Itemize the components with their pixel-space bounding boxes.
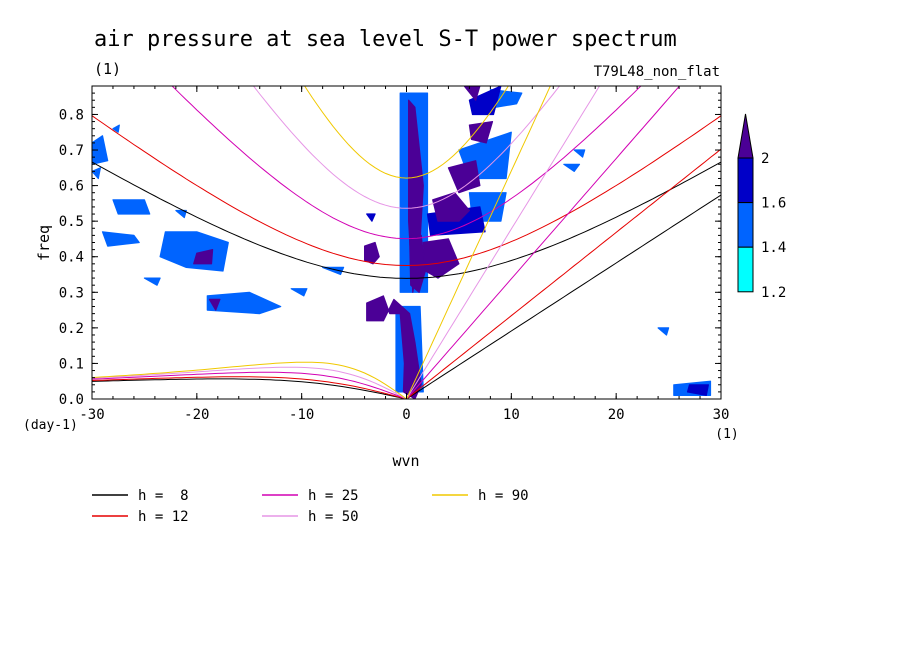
contour-layer (92, 86, 712, 399)
colorbar-label: 1.2 (761, 285, 786, 301)
dispersion-curves (92, 86, 721, 399)
kelvin-curve (406, 86, 601, 399)
plot-area (92, 86, 721, 399)
colorbar-label: 1.4 (761, 240, 786, 256)
legend-label: h = 8 (138, 488, 189, 504)
contour-region (92, 167, 102, 180)
colorbar-swatch (737, 246, 754, 293)
contour-region (463, 86, 481, 101)
colorbar-swatch (737, 157, 754, 204)
y-tick-label: 0.4 (59, 250, 84, 266)
y-tick-label: 0.1 (59, 356, 84, 372)
contour-region (112, 199, 151, 215)
colorbar-cap (737, 113, 754, 159)
chart-title: air pressure at sea level S-T power spec… (94, 27, 677, 52)
inertia-gravity-curve (92, 161, 721, 279)
y-tick-label: 0.2 (59, 321, 84, 337)
contour-region (366, 213, 376, 222)
inertia-gravity-curve (171, 86, 642, 240)
inertia-gravity-curve (252, 86, 561, 209)
y-tick-label: 0.7 (59, 143, 84, 159)
contour-region (92, 135, 109, 165)
contour-region (101, 231, 140, 247)
contour-region (447, 160, 481, 194)
y-unit-label: (day-1) (23, 418, 78, 433)
legend-label: h = 12 (138, 509, 189, 525)
contour-region (175, 209, 187, 219)
x-unit-label: (1) (715, 427, 738, 442)
rossby-curve (92, 366, 407, 399)
contour-region (657, 327, 670, 336)
contour-region (193, 249, 214, 265)
x-tick-label: -20 (184, 407, 209, 423)
legend-label: h = 90 (478, 488, 529, 504)
contour-region (143, 277, 161, 286)
contour-region (159, 231, 229, 272)
y-tick-label: 0.8 (59, 107, 84, 123)
contour-region (686, 384, 710, 396)
contour-region (290, 288, 308, 297)
x-tick-label: -30 (79, 407, 104, 423)
contour-region (573, 149, 586, 158)
chart-subtitle-right: T79L48_non_flat (594, 64, 720, 80)
y-tick-label: 0.6 (59, 179, 84, 195)
y-tick-label: 0.0 (59, 392, 84, 408)
x-tick-label: 10 (503, 407, 520, 423)
legend-label: h = 25 (308, 488, 359, 504)
kelvin-curve (406, 86, 551, 399)
rossby-curve (92, 361, 407, 399)
colorbar-label: 2 (761, 151, 769, 167)
axes: -30 -20 -10 0 10 20 30 0.0 0.1 0.2 0.3 0.4 0.5 0.6 0.7… (59, 86, 730, 423)
y-axis-label: freq (35, 225, 53, 261)
x-tick-label: -10 (289, 407, 314, 423)
x-tick-label: 20 (608, 407, 625, 423)
contour-region (468, 120, 494, 144)
kelvin-curve (406, 86, 681, 399)
contour-region (206, 291, 282, 315)
contour-region (112, 124, 120, 133)
chart-subtitle-left: (1) (94, 60, 121, 78)
legend: h = 8 h = 12 h = 25 h = 50 h = 90 (92, 488, 529, 525)
rossby-curve (92, 371, 407, 399)
rossby-curve (92, 378, 407, 399)
contour-region (208, 298, 221, 311)
x-tick-label: 0 (402, 407, 410, 423)
colorbar: 2 1.6 1.4 1.2 (737, 113, 786, 301)
inertia-gravity-curve (304, 86, 509, 179)
contour-region (422, 238, 460, 279)
colorbar-swatch (737, 202, 754, 248)
legend-label: h = 50 (308, 509, 359, 525)
y-tick-label: 0.3 (59, 285, 84, 301)
kelvin-curve (406, 194, 721, 399)
contour-region (432, 192, 470, 222)
contour-region (468, 86, 502, 116)
inertia-gravity-curve (92, 115, 721, 267)
rossby-curve (92, 376, 407, 399)
kelvin-curve (406, 148, 721, 399)
contour-region (364, 241, 380, 265)
x-axis-label: wvn (392, 452, 419, 470)
colorbar-label: 1.6 (761, 196, 786, 212)
x-tick-label: 30 (713, 407, 730, 423)
y-tick-label: 0.5 (59, 214, 84, 230)
contour-region (563, 163, 581, 172)
